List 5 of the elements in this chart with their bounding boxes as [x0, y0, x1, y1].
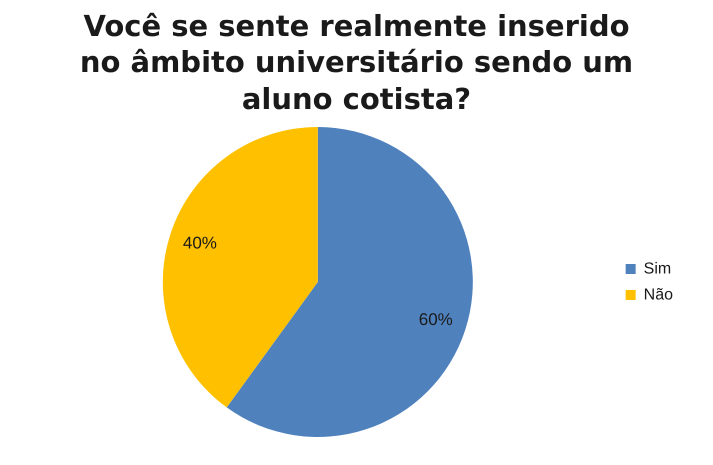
data-label: 60% [418, 310, 453, 329]
legend-label: Sim [644, 260, 672, 278]
legend-label: Não [644, 286, 674, 304]
data-label: 40% [182, 233, 217, 252]
chart-title: Você se sente realmente inserido no âmbito universitário sendo um aluno cotista? [78, 8, 634, 117]
